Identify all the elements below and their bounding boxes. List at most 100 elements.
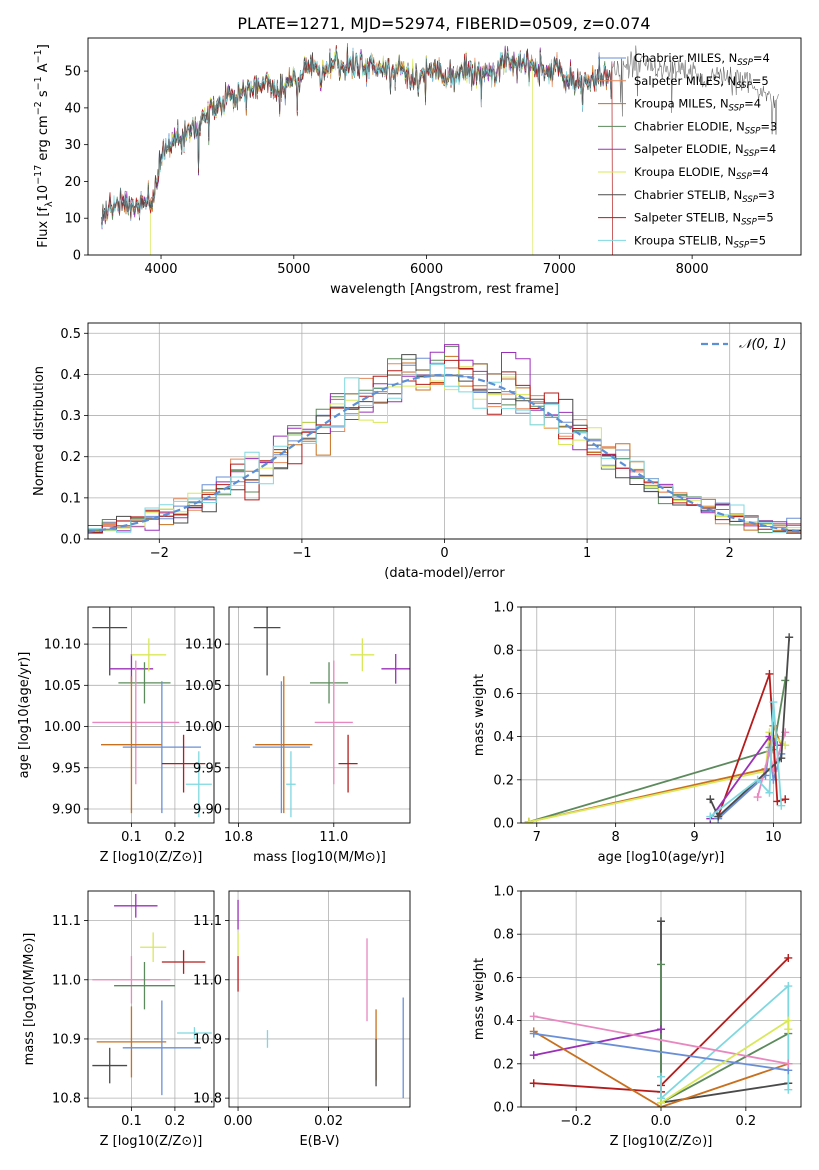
weight-series-line [660, 984, 790, 1101]
errorbar-point [350, 638, 375, 672]
weight-series-marker [781, 676, 790, 685]
weight-series-marker [784, 1025, 793, 1034]
legend-entry: Chabrier MILES, NSSP=4 [634, 51, 770, 68]
legend-subscript: SSP [736, 172, 752, 182]
errorbar-point [255, 676, 313, 814]
errorbar-point [161, 734, 206, 793]
tick-label-y: 0.2 [493, 1057, 514, 1072]
legend-text: Chabrier ELODIE, N [634, 119, 745, 133]
legend-text: =3 [760, 119, 777, 133]
legend-subscript: SSP [745, 126, 761, 136]
figure-title: PLATE=1271, MJD=52974, FIBERID=0509, z=0… [237, 14, 650, 33]
y-axis-label: mass weight [472, 958, 487, 1040]
tick-label-y: 0 [73, 249, 81, 264]
weight-series-marker [784, 1059, 793, 1068]
tick-label-x: 11.0 [319, 830, 348, 845]
y-label-part: Flux [f [36, 207, 51, 248]
errorbar-point [92, 660, 180, 785]
tick-label-y: 11.0 [52, 973, 81, 988]
y-label-part: −1 [33, 49, 44, 63]
tick-label-x: 7000 [543, 262, 576, 277]
weight-series-marker [706, 812, 715, 821]
x-axis-label: E(B-V) [299, 1134, 339, 1149]
tick-label-x: 0.0 [651, 1114, 672, 1129]
errorbar-point [92, 607, 128, 676]
tick-label-y: 0.4 [493, 730, 514, 745]
errorbar-points [237, 899, 404, 1099]
tick-label-x: 0 [440, 546, 448, 561]
y-label-part: λ [44, 201, 55, 207]
legend-text: Salpeter ELODIE, N [634, 142, 744, 156]
x-axis-label: wavelength [Angstrom, rest frame] [330, 282, 559, 297]
tick-label-x: 0.1 [121, 1114, 142, 1129]
tick-label-y: 9.95 [52, 761, 81, 776]
y-label-part: erg cm [36, 115, 51, 164]
tick-label-y: 10.9 [52, 1032, 81, 1047]
age-vs-mass-panel: 10.8 11.0 9.90 9.95 10.00 10.05 10.10 mass [log… [185, 606, 411, 865]
errorbar-point [253, 607, 281, 676]
y-label-part: s [36, 90, 51, 101]
tick-label-y: 10.9 [193, 1032, 222, 1047]
gaussian-reference-curve [88, 373, 801, 533]
legend-text: =3 [758, 188, 775, 202]
axes-frame [87, 890, 215, 1108]
errorbar-point [131, 638, 167, 672]
weight-series-marker [753, 793, 762, 802]
errorbar-point [309, 662, 349, 704]
tick-label-y: 0.6 [493, 971, 514, 986]
legend-text: =4 [752, 165, 769, 179]
massweight-vs-Z-panel: −0.2 0.0 0.2 0.0 0.2 0.4 0.6 0.8 1.0 Z [log10(Z/Z… [472, 885, 802, 1149]
errorbar-points [92, 607, 212, 818]
tick-label-x: 1 [583, 546, 591, 561]
spectrum-lines [100, 43, 779, 255]
legend-text: Chabrier MILES, N [634, 51, 737, 65]
y-label-part: A [36, 63, 51, 76]
legend-subscript: SSP [742, 195, 758, 205]
tick-label-x: 0.2 [165, 830, 186, 845]
tick-label-x: 2 [726, 546, 734, 561]
x-axis-label: Z [log10(Z/Z⊙)] [100, 1134, 203, 1149]
weight-series-marker [753, 775, 762, 784]
tick-label-y: 9.95 [193, 761, 222, 776]
weight-series-marker [529, 1051, 538, 1060]
y-axis-label: age [log10(age/yr)] [17, 652, 32, 779]
errorbar-point [122, 681, 201, 814]
tick-label-x: 9 [690, 830, 698, 845]
spectrum-data-line [101, 45, 779, 225]
y-label-part: ] [36, 44, 51, 49]
weight-series-marker [529, 1079, 538, 1088]
histogram-panel: −2 −1 0 1 2 0.0 0.1 0.2 0.3 0.4 0.5 (data-model)/er… [32, 322, 802, 581]
x-axis-label: Z [log10(Z/Z⊙)] [100, 850, 203, 865]
y-axis-label: Normed distribution [32, 366, 47, 496]
axes-frame [87, 606, 215, 824]
x-axis-label: age [log10(age/yr)] [598, 850, 725, 865]
weight-series-marker [529, 1029, 538, 1038]
axes-frame [87, 37, 802, 256]
y-axis-label: mass [log10(M/M⊙)] [22, 933, 37, 1066]
legend-subscript: SSP [729, 104, 745, 114]
weight-series-marker [657, 1098, 665, 1107]
y-label-part: −1 [33, 76, 44, 90]
errorbar-point [286, 751, 296, 818]
legend-text: =5 [757, 211, 774, 225]
x-axis-label: mass [log10(M/M⊙)] [253, 850, 386, 865]
legend-entry-gauss: 𝒩(0, 1) [739, 337, 786, 352]
errorbar-point [252, 681, 310, 814]
errorbar-points [252, 607, 410, 818]
tick-label-y: 0.5 [60, 327, 81, 342]
errorbar-point [122, 1000, 201, 1096]
weight-series-marker [524, 817, 533, 823]
legend-entry: Chabrier STELIB, NSSP=3 [634, 188, 775, 205]
legend-text: Chabrier STELIB, N [634, 188, 742, 202]
x-axis-label: (data-model)/error [384, 566, 505, 581]
weight-series-marker [777, 754, 786, 763]
y-axis-label: mass weight [472, 674, 487, 756]
tick-label-y: 10 [64, 212, 81, 227]
errorbar-point [92, 956, 171, 1004]
tick-label-x: 8000 [676, 262, 709, 277]
tick-label-x: 0.02 [314, 1114, 343, 1129]
tick-label-x: 5000 [277, 262, 310, 277]
weight-series-marker [714, 812, 723, 821]
tick-label-x: −1 [292, 546, 311, 561]
